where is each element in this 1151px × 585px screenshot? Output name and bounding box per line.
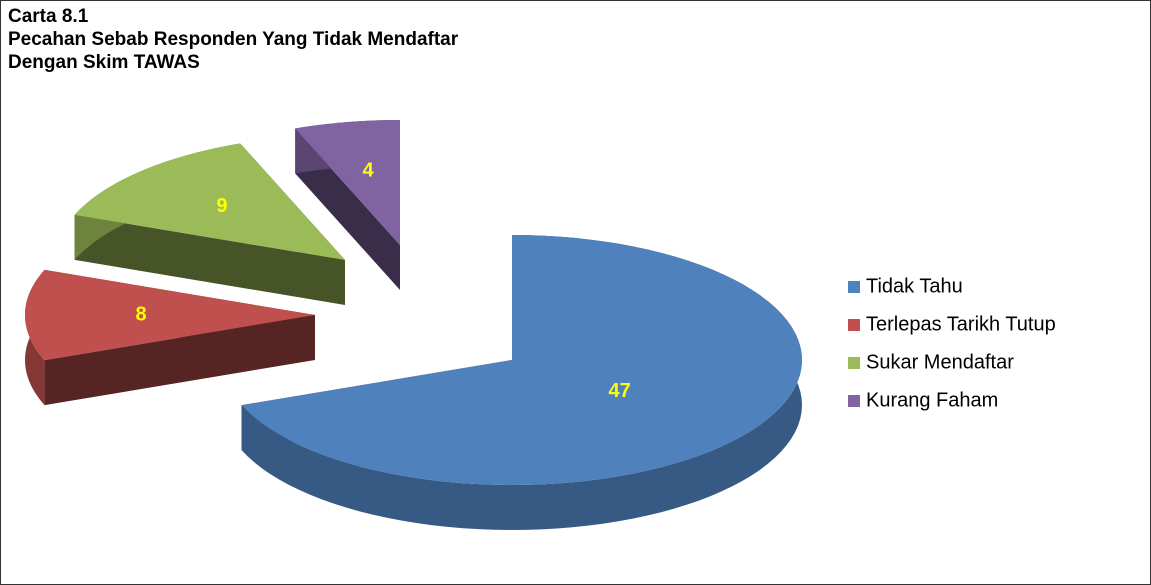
legend-swatch xyxy=(848,395,860,407)
slice-side xyxy=(74,214,345,305)
value-label: 8 xyxy=(135,303,146,325)
legend-label: Kurang Faham xyxy=(866,389,998,411)
chart-title: Carta 8.1 xyxy=(8,6,89,27)
legend-swatch xyxy=(848,281,860,293)
legend-swatch xyxy=(848,357,860,369)
value-label: 9 xyxy=(216,195,227,217)
value-label: 4 xyxy=(362,160,374,182)
slice xyxy=(74,143,345,260)
legend-label: Sukar Mendaftar xyxy=(866,351,1014,373)
slice xyxy=(25,269,315,361)
legend-label: Tidak Tahu xyxy=(866,275,963,297)
value-label: 47 xyxy=(609,380,631,402)
legend-swatch xyxy=(848,319,860,331)
slice xyxy=(241,235,802,485)
legend-label: Terlepas Tarikh Tutup xyxy=(866,313,1056,335)
chart-title: Dengan Skim TAWAS xyxy=(8,52,200,73)
chart-title: Pecahan Sebab Responden Yang Tidak Menda… xyxy=(8,29,459,50)
slice xyxy=(295,120,400,245)
